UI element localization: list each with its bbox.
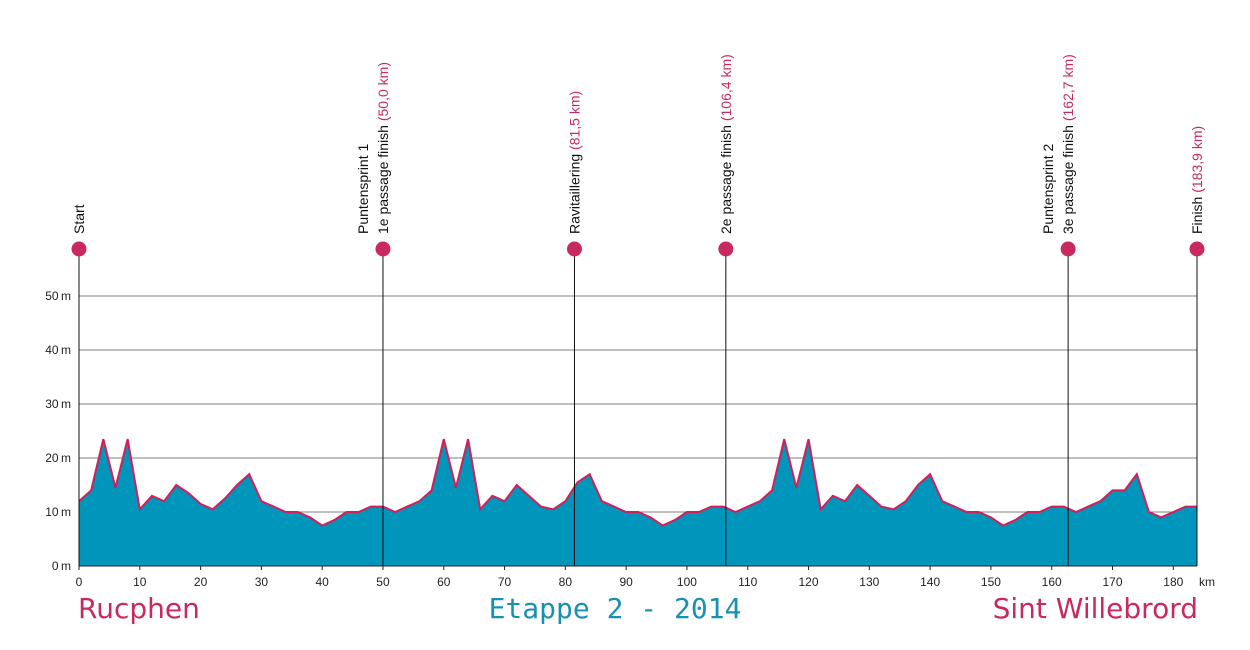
route-marker: Ravitaillering (81,5 km)	[566, 91, 582, 566]
x-axis-unit: km	[1199, 575, 1215, 589]
x-tick-label: 110	[738, 575, 757, 589]
marker-km-label: (162,7 km)	[1060, 54, 1076, 125]
marker-label: 3e passage finish (162,7 km)	[1060, 54, 1076, 234]
x-tick-label: 40	[315, 575, 329, 589]
route-marker: Finish (183,9 km)	[1189, 126, 1205, 566]
x-tick-label: 80	[559, 575, 573, 589]
marker-label-text: Finish	[1189, 197, 1205, 234]
marker-label: Finish (183,9 km)	[1189, 126, 1205, 234]
marker-dot	[566, 241, 582, 257]
x-tick-label: 0	[76, 575, 83, 589]
x-tick-label: 140	[920, 575, 940, 589]
marker-dot	[1189, 241, 1205, 257]
stage-title: Etappe 2 - 2014	[488, 592, 742, 625]
x-tick-label: 130	[859, 575, 879, 589]
marker-label-text: 3e passage finish	[1060, 125, 1076, 234]
y-tick-label: 40 m	[45, 343, 71, 357]
axes: 0 m 10 m 20 m 30 m 40 m 50 m 0 10 20 30 40 50 60 70 80…	[45, 289, 1215, 589]
marker-label: Puntensprint 1	[355, 144, 371, 234]
marker-dot	[718, 241, 734, 257]
route-marker: Start	[71, 204, 87, 566]
x-tick-label: 170	[1102, 575, 1122, 589]
marker-label-text: Puntensprint 1	[355, 144, 371, 234]
marker-dot	[71, 241, 87, 257]
marker-label-text: Puntensprint 2	[1040, 144, 1056, 234]
elevation-area	[78, 438, 1197, 566]
x-tick-label: 70	[498, 575, 512, 589]
elevation-line	[78, 438, 1197, 527]
x-tick-label: 50	[376, 575, 390, 589]
start-city: Rucphen	[78, 592, 200, 625]
y-tick-label: 20 m	[45, 451, 71, 465]
marker-label-text: Ravitaillering	[566, 154, 582, 234]
marker-dot	[375, 241, 391, 257]
marker-label: Puntensprint 2	[1040, 144, 1056, 234]
route-marker: Puntensprint 2 3e passage finish (162,7 k…	[1040, 54, 1076, 566]
marker-label: 2e passage finish (106,4 km)	[718, 54, 734, 234]
x-tick-label: 60	[437, 575, 451, 589]
x-tick-label: 30	[255, 575, 269, 589]
y-tick-label: 0 m	[52, 559, 71, 573]
x-tick-label: 20	[194, 575, 208, 589]
elevation-fill	[79, 439, 1197, 566]
route-marker: 2e passage finish (106,4 km)	[718, 54, 734, 566]
marker-label-text: 1e passage finish	[375, 125, 391, 234]
finish-city: Sint Willebrord	[992, 592, 1198, 625]
y-tick-label: 30 m	[45, 397, 71, 411]
x-tick-label: 100	[677, 575, 697, 589]
marker-label: Ravitaillering (81,5 km)	[566, 91, 582, 234]
marker-km-label: (183,9 km)	[1189, 126, 1205, 197]
route-marker: Puntensprint 1 1e passage finish (50,0 km…	[355, 62, 391, 566]
x-tick-label: 90	[619, 575, 633, 589]
x-tick-label: 150	[981, 575, 1001, 589]
x-tick-label: 180	[1163, 575, 1183, 589]
marker-label-text: 2e passage finish	[718, 125, 734, 234]
marker-km-label: (50,0 km)	[375, 62, 391, 125]
marker-dot	[1060, 241, 1076, 257]
marker-label: 1e passage finish (50,0 km)	[375, 62, 391, 234]
marker-label: Start	[71, 204, 87, 234]
y-tick-label: 10 m	[45, 505, 71, 519]
x-tick-label: 120	[799, 575, 819, 589]
route-markers: Start Puntensprint 1 1e passage finish (50…	[71, 54, 1205, 566]
marker-km-label: (106,4 km)	[718, 54, 734, 125]
x-tick-label: 160	[1042, 575, 1062, 589]
x-tick-label: 10	[133, 575, 147, 589]
marker-km-label: (81,5 km)	[566, 91, 582, 154]
marker-label-text: Start	[71, 204, 87, 234]
grid-lines	[79, 295, 1197, 513]
y-tick-label: 50 m	[45, 289, 71, 303]
